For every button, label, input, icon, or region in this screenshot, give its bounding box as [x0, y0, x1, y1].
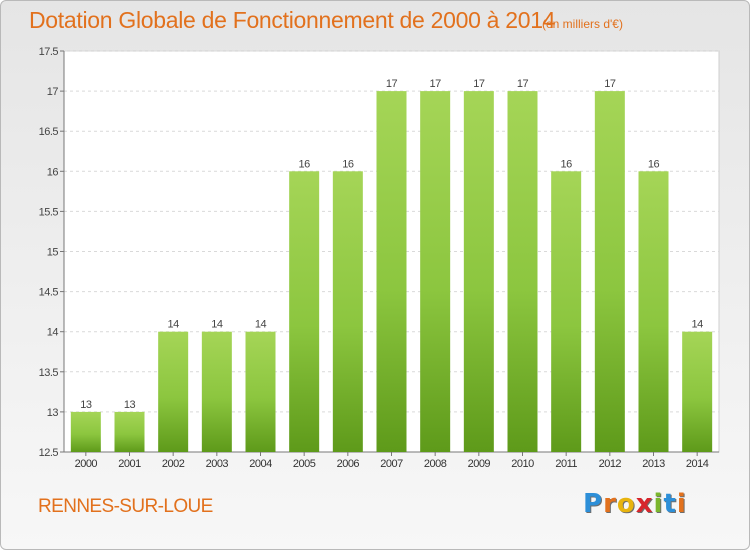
bar-value-label: 16 — [561, 158, 573, 170]
bar — [201, 331, 232, 452]
bar-value-label: 13 — [80, 399, 92, 411]
bar-value-label: 13 — [124, 399, 136, 411]
bar — [376, 91, 407, 452]
y-tick-label: 15.5 — [39, 206, 59, 218]
y-tick-label: 15 — [47, 247, 59, 259]
bar-value-label: 17 — [604, 78, 616, 90]
x-tick-label: 2009 — [468, 458, 491, 470]
y-tick-label: 14.5 — [39, 287, 59, 299]
x-tick-label: 2013 — [642, 458, 665, 470]
bar-value-label: 17 — [473, 78, 485, 90]
bar — [551, 171, 582, 453]
x-tick-label: 2004 — [249, 458, 272, 470]
chart-title: Dotation Globale de Fonctionnement de 20… — [29, 7, 556, 33]
bar-value-label: 16 — [299, 158, 311, 170]
bar-value-label: 14 — [255, 319, 267, 331]
bar — [420, 91, 451, 452]
bar — [245, 331, 276, 452]
bar-value-label: 14 — [168, 319, 180, 331]
chart-unit: (en milliers d'€) — [542, 17, 623, 31]
y-tick-label: 13.5 — [39, 367, 59, 379]
bar-value-label: 16 — [648, 158, 660, 170]
y-tick-label: 12.5 — [39, 447, 59, 459]
x-tick-label: 2011 — [555, 458, 577, 470]
bar — [70, 411, 101, 452]
bar — [114, 411, 145, 452]
bar-value-label: 17 — [430, 78, 442, 90]
bar — [332, 171, 363, 453]
bar-value-label: 17 — [517, 78, 529, 90]
bar — [158, 331, 189, 452]
y-tick-label: 16 — [47, 166, 59, 178]
location-name: RENNES-SUR-LOUE — [38, 496, 213, 517]
bar — [463, 91, 494, 452]
x-tick-label: 2014 — [686, 458, 709, 470]
x-tick-label: 2010 — [511, 458, 534, 470]
y-tick-label: 14 — [47, 327, 59, 339]
bar-value-label: 14 — [211, 319, 223, 331]
x-tick-label: 2000 — [75, 458, 98, 470]
x-tick-label: 2008 — [424, 458, 447, 470]
bar — [507, 91, 538, 452]
x-tick-label: 2001 — [118, 458, 141, 470]
y-tick-label: 13 — [47, 407, 59, 419]
bar — [682, 331, 713, 452]
bar-value-label: 16 — [342, 158, 354, 170]
bar-value-label: 17 — [386, 78, 398, 90]
bar-value-label: 14 — [692, 319, 704, 331]
proxiti-logo: Proxiti — [583, 489, 687, 519]
x-tick-label: 2006 — [337, 458, 360, 470]
x-tick-label: 2003 — [206, 458, 229, 470]
x-tick-label: 2002 — [162, 458, 185, 470]
x-tick-label: 2012 — [599, 458, 622, 470]
bar — [289, 171, 320, 453]
y-tick-label: 17 — [47, 86, 59, 98]
y-tick-label: 16.5 — [39, 126, 59, 138]
bar — [638, 171, 669, 453]
y-tick-label: 17.5 — [39, 46, 59, 58]
bar — [594, 91, 625, 452]
x-tick-label: 2007 — [380, 458, 403, 470]
x-tick-label: 2005 — [293, 458, 316, 470]
